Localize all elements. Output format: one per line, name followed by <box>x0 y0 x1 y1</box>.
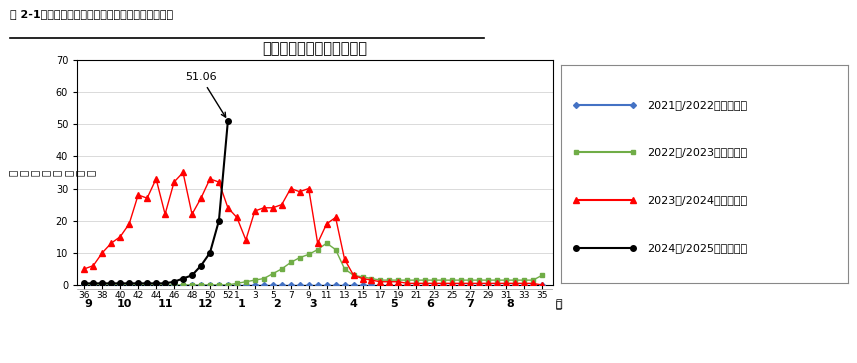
2024年/2025年シーズン <box>213 219 224 223</box>
Y-axis label: 定
点
当
た
り
報
告
数: 定 点 当 た り 報 告 数 <box>8 169 96 176</box>
2023年/2024年シーズン <box>79 267 89 271</box>
2022年/2023年シーズン <box>510 278 520 282</box>
Text: 6: 6 <box>426 299 434 309</box>
2024年/2025年シーズン <box>160 281 171 286</box>
2024年/2025年シーズン <box>115 281 125 286</box>
2024年/2025年シーズン <box>169 280 179 284</box>
2024年/2025年シーズン <box>88 281 99 286</box>
Text: 8: 8 <box>506 299 514 309</box>
2024年/2025年シーズン <box>205 250 215 255</box>
2024年/2025年シーズン <box>151 281 161 286</box>
Text: 2: 2 <box>273 299 281 309</box>
2023年/2024年シーズン <box>536 283 547 287</box>
Text: 10: 10 <box>117 299 132 309</box>
Text: 9: 9 <box>85 299 93 309</box>
Text: 2022年/2023年シーズン: 2022年/2023年シーズン <box>648 147 747 158</box>
Text: 5: 5 <box>390 299 398 309</box>
Title: インフルエンザ（埼玉県）: インフルエンザ（埼玉県） <box>262 41 368 56</box>
2023年/2024年シーズン <box>178 170 189 175</box>
2021年/2022年シーズン <box>536 283 547 287</box>
2024年/2025年シーズン <box>97 281 107 286</box>
2021年/2022年シーズン <box>295 283 305 287</box>
2023年/2024年シーズン <box>115 234 125 239</box>
2022年/2023年シーズン <box>536 273 547 277</box>
2022年/2023年シーズン <box>115 283 125 287</box>
Line: 2021年/2022年シーズン: 2021年/2022年シーズン <box>82 283 544 287</box>
2024年/2025年シーズン <box>142 281 153 286</box>
2021年/2022年シーズン <box>115 283 125 287</box>
Text: 2023年/2024年シーズン: 2023年/2024年シーズン <box>648 195 747 205</box>
2024年/2025年シーズン <box>178 276 189 281</box>
2024年/2025年シーズン <box>187 273 197 277</box>
Line: 2024年/2025年シーズン: 2024年/2025年シーズン <box>81 118 231 286</box>
2024年/2025年シーズン <box>79 281 89 286</box>
2024年/2025年シーズン <box>124 281 135 286</box>
2021年/2022年シーズン <box>79 283 89 287</box>
2022年/2023年シーズン <box>384 278 394 282</box>
2023年/2024年シーズン <box>249 209 260 213</box>
2022年/2023年シーズン <box>241 280 251 284</box>
Text: 2021年/2022年シーズン: 2021年/2022年シーズン <box>648 99 747 110</box>
2024年/2025年シーズン <box>133 281 143 286</box>
Text: 7: 7 <box>466 299 474 309</box>
2024年/2025年シーズン <box>106 281 117 286</box>
2021年/2022年シーズン <box>501 283 512 287</box>
Text: 月: 月 <box>555 299 562 309</box>
2022年/2023年シーズン <box>321 241 332 245</box>
Text: 11: 11 <box>158 299 173 309</box>
2021年/2022年シーズン <box>375 283 386 287</box>
2022年/2023年シーズン <box>295 256 305 260</box>
2024年/2025年シーズン <box>196 264 207 268</box>
Text: 4: 4 <box>350 299 357 309</box>
2021年/2022年シーズン <box>241 283 251 287</box>
2023年/2024年シーズン <box>303 186 314 191</box>
Text: 1: 1 <box>237 299 245 309</box>
Text: 51.06: 51.06 <box>185 72 225 117</box>
2024年/2025年シーズン <box>223 119 233 123</box>
2023年/2024年シーズン <box>366 278 376 282</box>
Text: 2024年/2025年シーズン: 2024年/2025年シーズン <box>648 243 747 253</box>
2022年/2023年シーズン <box>79 283 89 287</box>
Text: 12: 12 <box>198 299 213 309</box>
2021年/2022年シーズン <box>357 283 368 287</box>
2023年/2024年シーズン <box>384 280 394 284</box>
2023年/2024年シーズン <box>510 281 520 286</box>
Line: 2023年/2024年シーズン: 2023年/2024年シーズン <box>81 170 545 288</box>
Text: 週: 週 <box>555 299 561 309</box>
Text: 図 2-1　インフルエンザの定点当たり報告数の推移: 図 2-1 インフルエンザの定点当たり報告数の推移 <box>10 9 173 19</box>
2022年/2023年シーズン <box>366 276 376 281</box>
Text: 3: 3 <box>309 299 317 309</box>
Line: 2022年/2023年シーズン: 2022年/2023年シーズン <box>82 241 544 287</box>
